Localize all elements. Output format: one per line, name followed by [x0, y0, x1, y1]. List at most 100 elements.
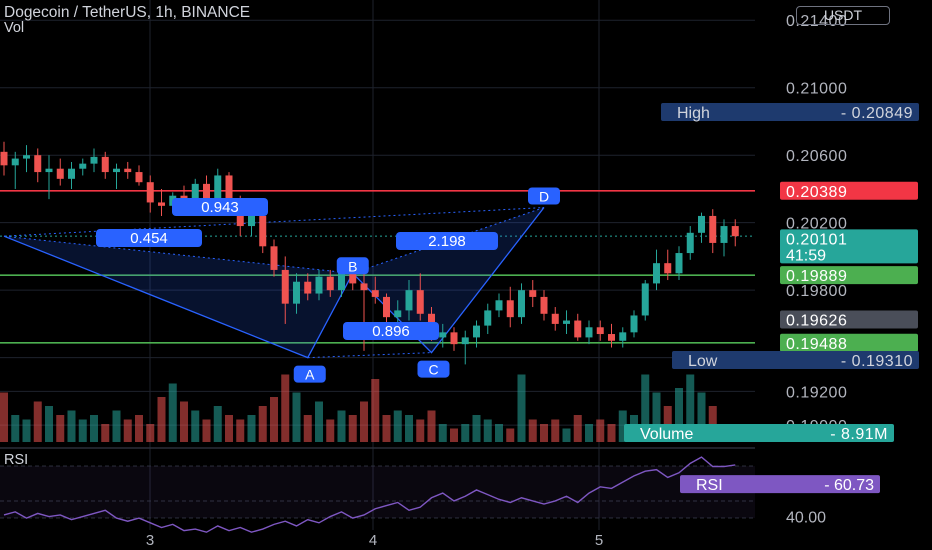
candle-body — [135, 172, 143, 183]
candle-body — [203, 183, 210, 200]
volume-indicator-label[interactable]: Vol — [4, 20, 25, 36]
time-tick: 5 — [595, 532, 603, 549]
price-tick: 0.19800 — [786, 283, 847, 300]
volume-bar — [517, 374, 526, 442]
currency-badge[interactable]: USDT — [796, 6, 890, 25]
harmonic-pattern[interactable] — [3, 207, 545, 359]
candle-body — [439, 332, 447, 338]
rsi-pane[interactable]: RSI — [3, 452, 736, 533]
volume-bar — [652, 392, 661, 442]
low-tag-value: - 0.19310 — [841, 353, 913, 370]
volume-bar — [157, 397, 166, 442]
candle-body — [101, 156, 109, 173]
volume-bar — [416, 419, 425, 442]
volume-bar — [213, 406, 222, 442]
time-tick: 4 — [369, 532, 377, 549]
candle-body — [360, 283, 368, 291]
candle-body — [473, 325, 480, 338]
candle-body — [0, 151, 8, 166]
volume-bar — [292, 392, 301, 442]
pattern-point-A: A — [305, 367, 315, 383]
resistance-price-tag: 0.20389 — [786, 184, 847, 201]
candle-body — [293, 281, 300, 304]
volume-bar — [371, 379, 380, 442]
volume-tag-box — [624, 424, 894, 442]
candle-body — [23, 155, 30, 159]
volume-bar — [22, 419, 31, 442]
candle-body — [405, 290, 413, 311]
price-tick: 0.20600 — [786, 148, 847, 165]
price-tick: 0.21000 — [786, 81, 847, 98]
rsi-tag-label: RSI — [696, 477, 723, 494]
volume-bar — [495, 424, 503, 442]
volume-tag-label: Volume — [640, 426, 693, 443]
pattern-point-D: D — [539, 189, 549, 205]
volume-bar — [348, 415, 357, 442]
pattern-point-box — [528, 187, 560, 205]
candle-body — [79, 163, 87, 169]
volume-bar — [393, 410, 402, 442]
chart-title: Dogecoin / TetherUS, 1h, BINANCE — [4, 4, 251, 21]
volume-bar — [618, 410, 627, 442]
price-tick: 0.19200 — [786, 384, 847, 401]
volume-bar — [540, 424, 548, 442]
volume-bars — [0, 374, 728, 442]
volume-bar — [11, 415, 20, 442]
candle-body — [675, 253, 683, 274]
volume-bar — [573, 415, 582, 442]
candle-body — [383, 296, 390, 318]
volume-bar — [506, 428, 515, 442]
volume-bar — [90, 415, 98, 442]
crosshair-price-tag-box — [780, 310, 918, 329]
candle-body — [720, 226, 728, 243]
candle-body — [124, 168, 132, 173]
candle-body — [56, 168, 64, 179]
ratio-bd-box — [396, 232, 498, 250]
rsi-title: RSI — [4, 452, 28, 468]
pattern-point-labels: A B C D — [293, 187, 560, 383]
volume-bar — [315, 401, 323, 442]
time-axis[interactable]: 3 4 5 — [146, 532, 603, 549]
candle-body — [259, 215, 267, 247]
volume-bar — [56, 415, 65, 442]
candle-body — [608, 334, 615, 341]
volume-bar — [382, 415, 391, 442]
volume-bar — [483, 419, 492, 442]
pattern-point-box — [336, 257, 369, 275]
pattern-ratio-line — [307, 352, 432, 359]
volume-bar — [135, 415, 143, 442]
volume-bar — [45, 406, 53, 442]
pattern-point-B: B — [348, 258, 357, 274]
candle-body — [371, 290, 379, 297]
candle-body — [596, 327, 604, 335]
candle-body — [11, 158, 19, 166]
volume-bar — [405, 415, 413, 442]
rsi-tick: 40.00 — [786, 510, 826, 527]
volume-bar — [247, 415, 256, 442]
volume-tag-value: - 8.91M — [830, 426, 888, 443]
candle-body — [529, 290, 537, 297]
volume-bar — [33, 401, 42, 442]
ratio-ac-box — [96, 229, 202, 247]
candle-body — [709, 215, 717, 243]
volume-bar — [641, 374, 650, 442]
ratio-ac: 0.454 — [130, 230, 168, 247]
last-price-tag-box — [780, 229, 918, 264]
volume-bar — [0, 392, 8, 442]
candle-body — [68, 168, 75, 179]
candle-body — [540, 296, 548, 314]
low-tag-box — [672, 351, 919, 369]
candle-body — [338, 273, 345, 291]
volume-bar — [472, 415, 481, 442]
crosshair-price-tag: 0.19626 — [786, 313, 847, 330]
volume-bar — [528, 419, 537, 442]
candle-body — [394, 310, 402, 318]
pattern-ratios: 0.943 0.454 2.198 0.896 — [96, 198, 498, 340]
volume-bar — [562, 428, 571, 442]
volume-bar — [607, 424, 616, 442]
candle-body — [416, 290, 424, 314]
price-tick: 0.20200 — [786, 216, 847, 233]
candle-body — [349, 273, 357, 284]
candle-body — [664, 263, 672, 274]
